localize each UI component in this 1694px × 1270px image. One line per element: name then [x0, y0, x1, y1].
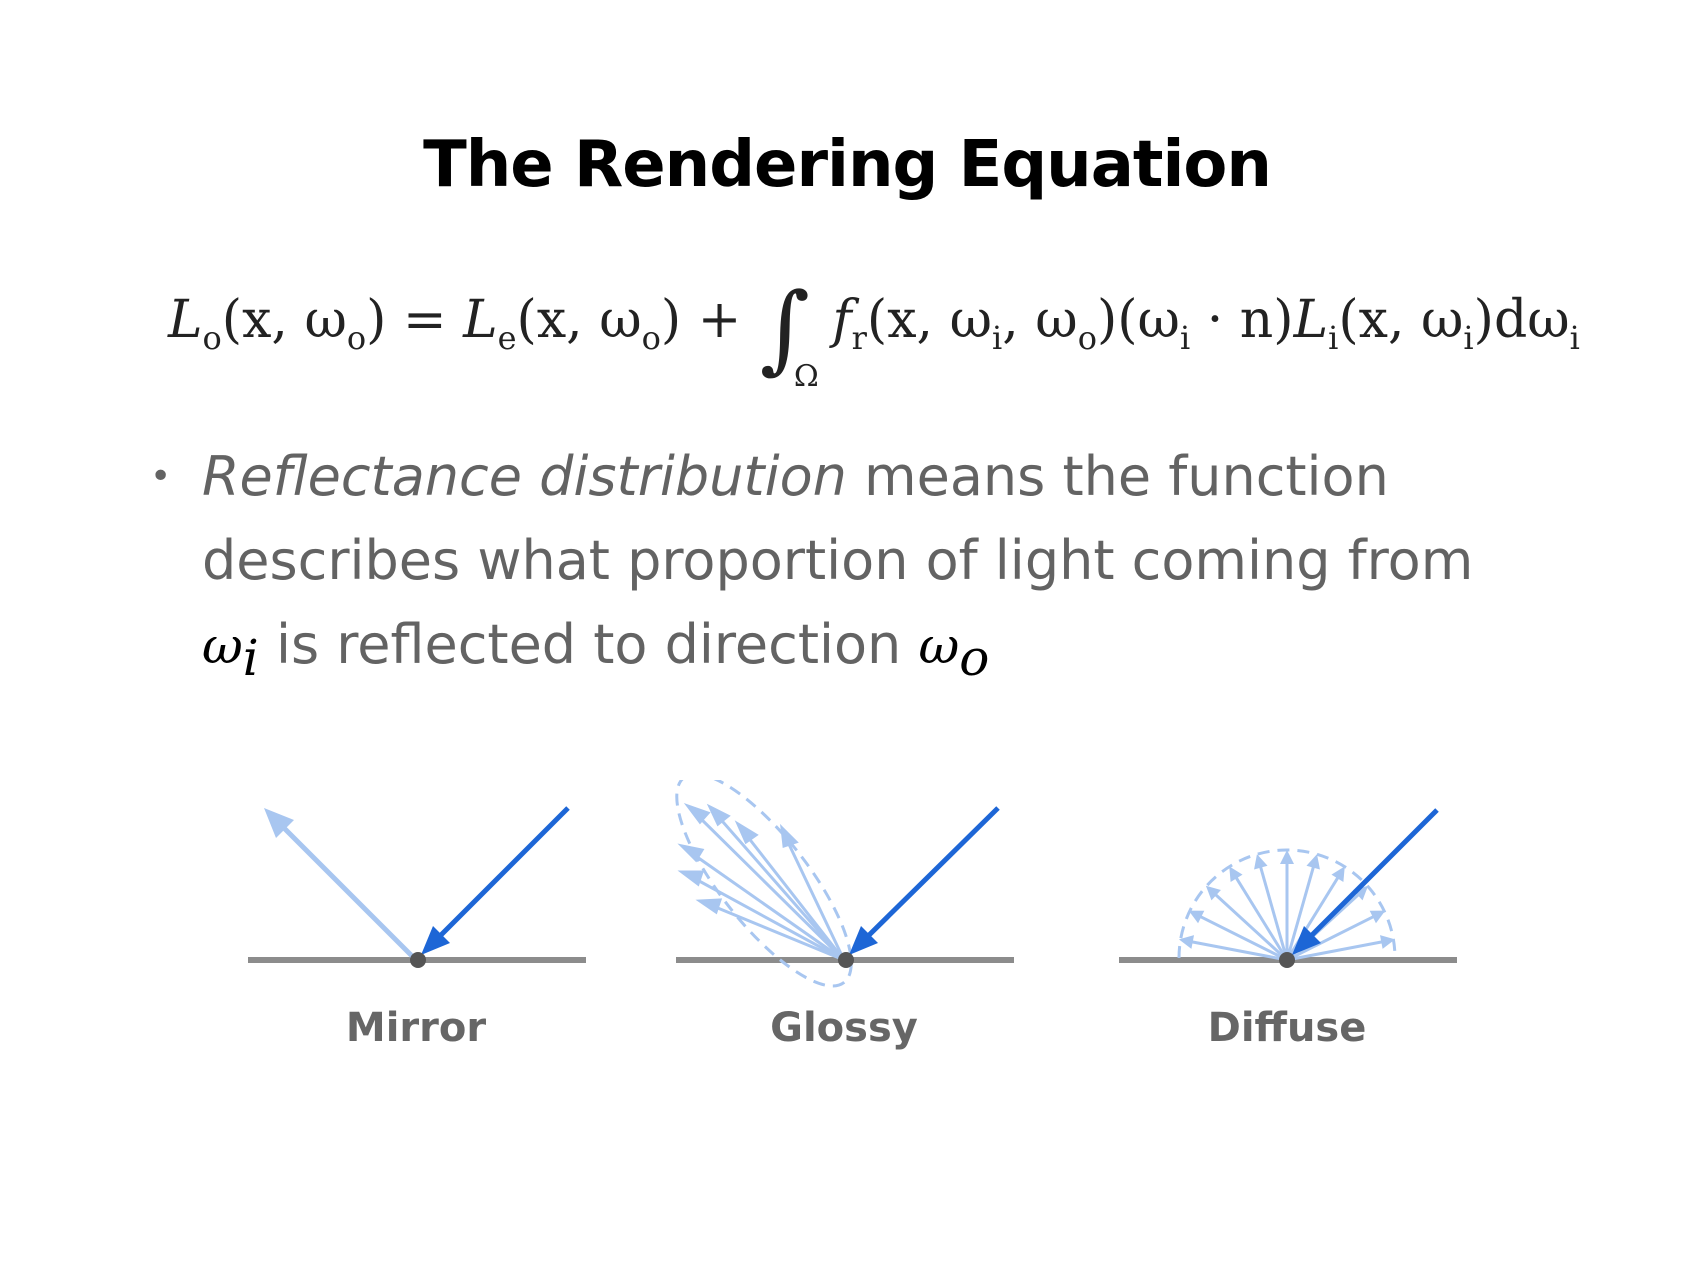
- glossy-incoming-ray: [858, 806, 1000, 946]
- diffuse-hit-point: [1279, 952, 1295, 968]
- bullet-text-3: is reflected to direction: [258, 613, 919, 676]
- eq-lo: L: [168, 290, 203, 350]
- diffuse-ray-arrowhead: [1254, 854, 1268, 870]
- omega-i-symbol: ω: [202, 617, 243, 675]
- diffuse-ray: [1233, 874, 1289, 961]
- diffuse-incoming-ray: [1301, 808, 1439, 946]
- eq-li-args: (x, ω: [1338, 290, 1464, 350]
- eq-le-close: ): [660, 290, 682, 350]
- eq-li: L: [1293, 290, 1329, 350]
- eq-dot-open: (ω: [1117, 290, 1180, 350]
- eq-le-args-sub: o: [641, 319, 661, 357]
- diffuse-ray: [1212, 891, 1289, 962]
- diffuse-illustration: [1119, 808, 1457, 968]
- mirror-reflected-ray: [270, 814, 418, 962]
- glossy-illustration: [675, 780, 1014, 988]
- eq-plus: +: [697, 290, 742, 350]
- diffuse-ray-arrowhead: [1379, 935, 1396, 949]
- eq-lo-args-sub: o: [346, 319, 367, 357]
- eq-fr-sub: r: [851, 319, 867, 357]
- equation-row: Lo(x, ωo) = Le(x, ωo) + ∫ Ω fr(x, ωi, ωo)…: [168, 280, 1580, 392]
- eq-fr-args-1: (x, ω: [866, 290, 992, 350]
- diffuse-diagram: Diffuse: [1107, 780, 1467, 1070]
- eq-li-close: )dω: [1473, 290, 1570, 350]
- mirror-incoming-arrowhead: [421, 926, 450, 955]
- eq-fr-args-2: , ω: [1002, 290, 1078, 350]
- mirror-label: Mirror: [345, 1005, 487, 1051]
- integral-domain: Ω: [793, 359, 819, 394]
- glossy-label: Glossy: [770, 1005, 918, 1051]
- eq-fr-args-1-sub: i: [992, 319, 1003, 357]
- eq-fr-close: ): [1096, 290, 1118, 350]
- glossy-lobe-outline: [675, 780, 853, 988]
- diffuse-label: Diffuse: [1207, 1005, 1367, 1051]
- diffuse-ray-arrowhead: [1280, 850, 1294, 864]
- bullet-marker: •: [150, 456, 172, 497]
- glossy-incoming-arrowhead: [849, 926, 878, 955]
- mirror-illustration: [248, 806, 586, 968]
- diffuse-ray: [1285, 863, 1316, 961]
- bullet-line-1: Reflectance distribution means the funct…: [202, 435, 1542, 519]
- mirror-incoming-ray: [430, 806, 570, 946]
- glossy-hit-point: [838, 952, 854, 968]
- omega-i-sub: i: [242, 628, 259, 687]
- diffuse-ray-arrowhead: [1229, 866, 1243, 882]
- bullet-text-1: means the function: [846, 445, 1389, 508]
- eq-li-args-sub: i: [1463, 319, 1474, 357]
- mirror-reflected-arrowhead: [264, 808, 294, 838]
- eq-lo-args: (x, ω: [221, 290, 347, 350]
- diffuse-ray: [1258, 863, 1289, 961]
- eq-equals: =: [402, 290, 447, 350]
- eq-dot-open-sub: i: [1179, 319, 1191, 357]
- eq-le-args: (x, ω: [516, 290, 642, 350]
- omega-o-sub: o: [959, 628, 990, 687]
- integral-sign: ∫ Ω: [760, 280, 819, 392]
- eq-dot-mid: · n): [1190, 290, 1294, 350]
- glossy-diagram: Glossy: [664, 780, 1024, 1070]
- diffuse-reflected-rays: [1178, 850, 1396, 962]
- eq-lo-close: ): [366, 290, 387, 350]
- diffuse-ray: [1286, 939, 1386, 962]
- diffuse-ray-arrowhead: [1188, 910, 1205, 924]
- omega-o-symbol: ω: [918, 617, 960, 675]
- diffuse-ray-arrowhead: [1369, 910, 1386, 924]
- eq-le-sub: e: [497, 319, 517, 357]
- mirror-diagram: Mirror: [236, 780, 596, 1070]
- bullet-line-3: ωi is reflected to direction ωo: [202, 603, 1542, 700]
- bullet-text: Reflectance distribution means the funct…: [202, 435, 1542, 700]
- integral-symbol: ∫: [759, 272, 810, 384]
- diffuse-ray: [1285, 874, 1341, 961]
- diffuse-ray-arrowhead: [1178, 935, 1195, 949]
- bullet-line-2: describes what proportion of light comin…: [202, 529, 1474, 592]
- eq-li-sub: i: [1328, 319, 1339, 357]
- slide-title: The Rendering Equation: [423, 128, 1272, 202]
- diffuse-ray-arrowhead: [1205, 885, 1221, 901]
- eq-le: L: [463, 290, 498, 350]
- eq-li-close-sub: i: [1569, 319, 1580, 357]
- rendering-equation: Lo(x, ωo) = Le(x, ωo) + ∫ Ω fr(x, ωi, ωo)…: [150, 250, 1580, 400]
- diffuse-ray-arrowhead: [1331, 866, 1345, 882]
- diffuse-ray: [1196, 913, 1288, 962]
- glossy-reflected-rays: [677, 802, 846, 962]
- diffuse-ray: [1188, 939, 1288, 962]
- diffuse-incoming-arrowhead: [1292, 926, 1321, 955]
- diffuse-ray: [1286, 913, 1378, 962]
- eq-fr-args-2-sub: o: [1077, 319, 1097, 357]
- mirror-hit-point: [410, 952, 426, 968]
- eq-fr: f: [832, 290, 852, 350]
- bullet-emphasis: Reflectance distribution: [202, 445, 847, 508]
- eq-lo-sub: o: [202, 319, 222, 357]
- diffuse-ray-arrowhead: [1306, 854, 1320, 870]
